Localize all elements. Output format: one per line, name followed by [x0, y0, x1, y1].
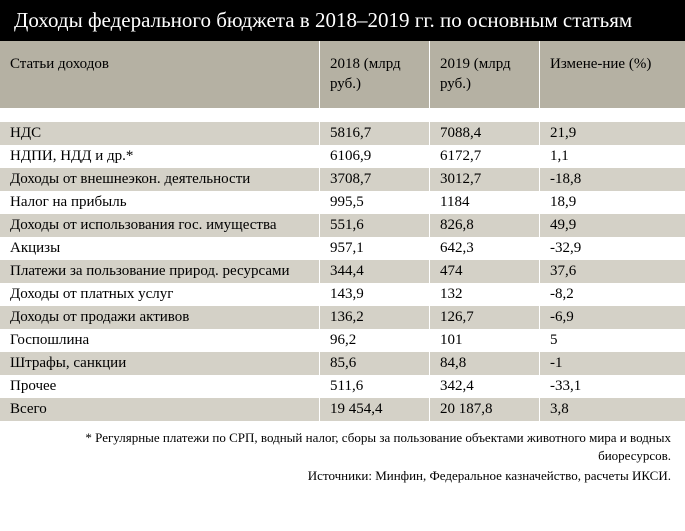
table-row: НДПИ, НДД и др.*6106,96172,71,1: [0, 145, 685, 168]
row-2019: 474: [430, 260, 540, 283]
table-row: Штрафы, санкции85,684,8-1: [0, 352, 685, 375]
table-row: Доходы от продажи активов136,2126,7-6,9: [0, 306, 685, 329]
row-name: Прочее: [0, 375, 320, 398]
row-2019: 6172,7: [430, 145, 540, 168]
row-2018: 136,2: [320, 306, 430, 329]
row-2019: 3012,7: [430, 168, 540, 191]
row-2018: 143,9: [320, 283, 430, 306]
row-change: -33,1: [540, 375, 685, 398]
header-spacer: [0, 108, 685, 122]
row-change: -32,9: [540, 237, 685, 260]
row-change: 21,9: [540, 122, 685, 145]
row-change: -8,2: [540, 283, 685, 306]
header-2018: 2018 (млрд руб.): [320, 41, 430, 108]
table-row: Доходы от платных услуг143,9132-8,2: [0, 283, 685, 306]
row-2019: 132: [430, 283, 540, 306]
row-2019: 84,8: [430, 352, 540, 375]
row-name: Госпошлина: [0, 329, 320, 352]
row-change: 3,8: [540, 398, 685, 421]
table-header-row: Статьи доходов 2018 (млрд руб.) 2019 (мл…: [0, 41, 685, 108]
row-2018: 511,6: [320, 375, 430, 398]
row-change: 1,1: [540, 145, 685, 168]
row-change: 37,6: [540, 260, 685, 283]
row-name: Акцизы: [0, 237, 320, 260]
sources-text: Источники: Минфин, Федеральное казначейс…: [0, 466, 685, 492]
row-change: 5: [540, 329, 685, 352]
row-2018: 344,4: [320, 260, 430, 283]
table-row: Акцизы957,1642,3-32,9: [0, 237, 685, 260]
row-name: Всего: [0, 398, 320, 421]
row-2019: 7088,4: [430, 122, 540, 145]
budget-table-container: Доходы федерального бюджета в 2018–2019 …: [0, 0, 685, 492]
row-2019: 342,4: [430, 375, 540, 398]
footnote-text: * Регулярные платежи по СРП, водный нало…: [0, 421, 685, 466]
row-2018: 957,1: [320, 237, 430, 260]
row-2019: 126,7: [430, 306, 540, 329]
row-2018: 995,5: [320, 191, 430, 214]
table-row: Всего19 454,420 187,83,8: [0, 398, 685, 421]
row-change: 49,9: [540, 214, 685, 237]
row-2019: 101: [430, 329, 540, 352]
table-row: Доходы от использования гос. имущества55…: [0, 214, 685, 237]
row-2018: 19 454,4: [320, 398, 430, 421]
table-row: Госпошлина96,21015: [0, 329, 685, 352]
row-name: Доходы от использования гос. имущества: [0, 214, 320, 237]
row-change: -6,9: [540, 306, 685, 329]
row-change: -1: [540, 352, 685, 375]
table-title: Доходы федерального бюджета в 2018–2019 …: [0, 0, 685, 41]
header-change: Измене-ние (%): [540, 41, 685, 108]
table-row: Платежи за пользование природ. ресурсами…: [0, 260, 685, 283]
row-name: Штрафы, санкции: [0, 352, 320, 375]
row-name: Доходы от продажи активов: [0, 306, 320, 329]
table-row: НДС5816,77088,421,9: [0, 122, 685, 145]
row-2019: 1184: [430, 191, 540, 214]
row-2019: 20 187,8: [430, 398, 540, 421]
row-2018: 85,6: [320, 352, 430, 375]
table-body: НДС5816,77088,421,9НДПИ, НДД и др.*6106,…: [0, 122, 685, 421]
row-name: Платежи за пользование природ. ресурсами: [0, 260, 320, 283]
row-2018: 6106,9: [320, 145, 430, 168]
row-name: Налог на прибыль: [0, 191, 320, 214]
row-2019: 642,3: [430, 237, 540, 260]
row-name: Доходы от платных услуг: [0, 283, 320, 306]
row-2018: 96,2: [320, 329, 430, 352]
row-name: НДПИ, НДД и др.*: [0, 145, 320, 168]
table-row: Прочее511,6342,4-33,1: [0, 375, 685, 398]
table-row: Доходы от внешнеэкон. деятельности3708,7…: [0, 168, 685, 191]
row-change: 18,9: [540, 191, 685, 214]
row-2018: 551,6: [320, 214, 430, 237]
header-name: Статьи доходов: [0, 41, 320, 108]
row-name: Доходы от внешнеэкон. деятельности: [0, 168, 320, 191]
row-2019: 826,8: [430, 214, 540, 237]
table-row: Налог на прибыль995,5118418,9: [0, 191, 685, 214]
row-2018: 5816,7: [320, 122, 430, 145]
header-2019: 2019 (млрд руб.): [430, 41, 540, 108]
row-2018: 3708,7: [320, 168, 430, 191]
row-name: НДС: [0, 122, 320, 145]
row-change: -18,8: [540, 168, 685, 191]
